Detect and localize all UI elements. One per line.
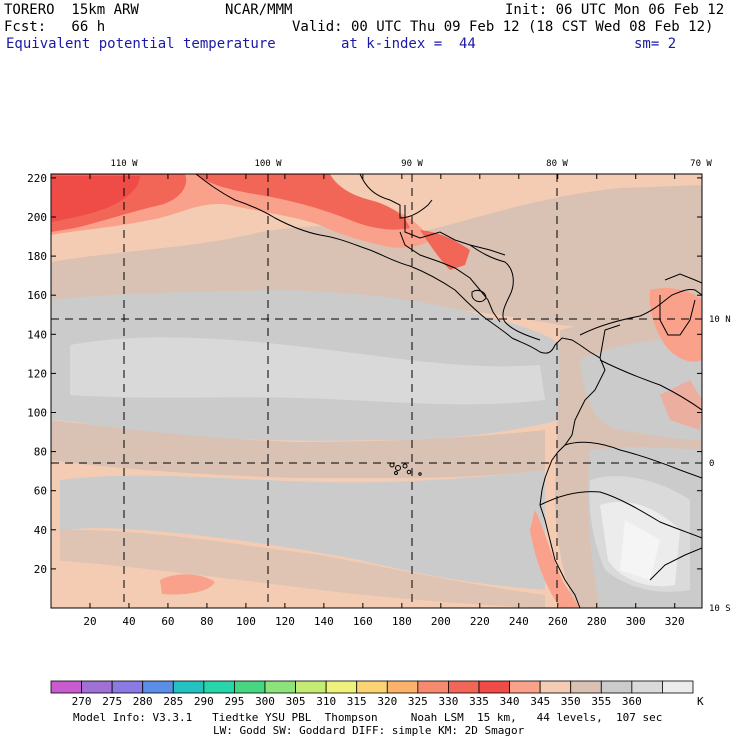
valid-time: Valid: 00 UTC Thu 09 Feb 12 (18 CST Wed … — [292, 19, 714, 35]
smoothing-label: sm= 2 — [634, 36, 677, 52]
colorbar-label: 270 — [72, 695, 92, 708]
x-tick-label: 140 — [314, 615, 334, 628]
x-tick-label: 40 — [122, 615, 135, 628]
lat-label-0: 0 — [709, 459, 714, 469]
colorbar-swatch — [142, 680, 174, 694]
colorbar-label: 305 — [286, 695, 306, 708]
theta-e-shading — [51, 174, 702, 608]
colorbar-swatch — [386, 680, 419, 694]
y-tick-label: 100 — [27, 407, 47, 420]
colorbar-unit: K — [697, 695, 704, 708]
x-tick-label: 100 — [236, 615, 256, 628]
colorbar-label: 300 — [255, 695, 275, 708]
level-label: at k-index = 44 — [341, 36, 476, 52]
colorbar-swatch — [356, 680, 388, 694]
y-tick-label: 60 — [34, 485, 47, 498]
x-tick-label: 120 — [275, 615, 295, 628]
colorbar-label: 285 — [163, 695, 183, 708]
x-tick-label: 260 — [548, 615, 568, 628]
colorbar-swatch — [417, 680, 449, 694]
init-time: Init: 06 UTC Mon 06 Feb 12 — [505, 2, 725, 18]
colorbar-swatch — [600, 680, 633, 694]
colorbar-swatch — [234, 680, 266, 694]
colorbar-label: 335 — [469, 695, 489, 708]
x-tick-label: 60 — [161, 615, 174, 628]
colorbar-label: 340 — [500, 695, 520, 708]
colorbar-label: 345 — [530, 695, 550, 708]
colorbar-label: 355 — [591, 695, 611, 708]
y-tick-label: 40 — [34, 524, 47, 537]
colorbar-label: 350 — [561, 695, 581, 708]
colorbar-swatch — [264, 680, 296, 694]
lon-label-70w: 70 W — [690, 159, 712, 169]
model-info: Model Info: V3.3.1 Tiedtke YSU PBL Thomp… — [73, 711, 663, 724]
y-tick-label: 180 — [27, 250, 47, 263]
x-tick-label: 280 — [587, 615, 607, 628]
y-tick-label: 160 — [27, 289, 47, 302]
lat-label-10s: 10 S — [709, 604, 731, 614]
colorbar-swatch — [509, 680, 541, 694]
colorbar-swatch — [448, 680, 480, 694]
physics-info: LW: Godd SW: Goddard DIFF: simple KM: 2D… — [213, 724, 525, 737]
colorbar-swatch — [570, 680, 602, 694]
x-tick-label: 200 — [431, 615, 451, 628]
colorbar-swatch — [539, 680, 572, 694]
x-tick-label: 180 — [392, 615, 412, 628]
colorbar-label: 325 — [408, 695, 428, 708]
lon-label-90w: 90 W — [401, 159, 423, 169]
lon-label-100w: 100 W — [254, 159, 282, 169]
lon-label-80w: 80 W — [546, 159, 568, 169]
lat-label-10n: 10 N — [709, 315, 731, 325]
colorbar-label: 310 — [316, 695, 336, 708]
org-label: NCAR/MMM — [225, 2, 293, 18]
x-tick-label: 240 — [509, 615, 529, 628]
colorbar-swatch — [81, 680, 113, 694]
colorbar-label: 290 — [194, 695, 214, 708]
x-tick-label: 80 — [200, 615, 213, 628]
y-tick-label: 80 — [34, 446, 47, 459]
y-tick-label: 200 — [27, 211, 47, 224]
colorbar-label: 360 — [622, 695, 642, 708]
forecast-hour: Fcst: 66 h — [4, 19, 106, 35]
colorbar-label: 315 — [347, 695, 367, 708]
x-tick-label: 220 — [470, 615, 490, 628]
map-frame — [50, 173, 703, 609]
colorbar-swatch — [295, 680, 327, 694]
colorbar-swatch — [662, 680, 694, 694]
colorbar-swatch — [50, 680, 82, 694]
colorbar-label: 295 — [224, 695, 244, 708]
colorbar-label: 280 — [133, 695, 153, 708]
x-tick-label: 160 — [353, 615, 373, 628]
y-tick-label: 220 — [27, 172, 47, 185]
colorbar-swatch — [478, 680, 510, 694]
x-tick-label: 300 — [626, 615, 646, 628]
lon-label-110w: 110 W — [110, 159, 138, 169]
colorbar-swatch — [325, 680, 358, 694]
model-title: TORERO 15km ARW — [4, 2, 139, 18]
x-tick-label: 20 — [83, 615, 96, 628]
y-tick-label: 20 — [34, 563, 47, 576]
colorbar-label: 320 — [377, 695, 397, 708]
y-tick-label: 120 — [27, 367, 47, 380]
field-name: Equivalent potential temperature — [6, 36, 276, 52]
coastlines — [195, 174, 702, 608]
colorbar-swatch — [631, 680, 663, 694]
colorbar-swatch — [203, 680, 235, 694]
colorbar-label: 275 — [102, 695, 122, 708]
y-tick-label: 140 — [27, 328, 47, 341]
graticule — [51, 174, 702, 608]
colorbar-label: 330 — [438, 695, 458, 708]
colorbar-swatch — [172, 680, 205, 694]
x-tick-label: 320 — [665, 615, 685, 628]
colorbar-swatch — [111, 680, 144, 694]
